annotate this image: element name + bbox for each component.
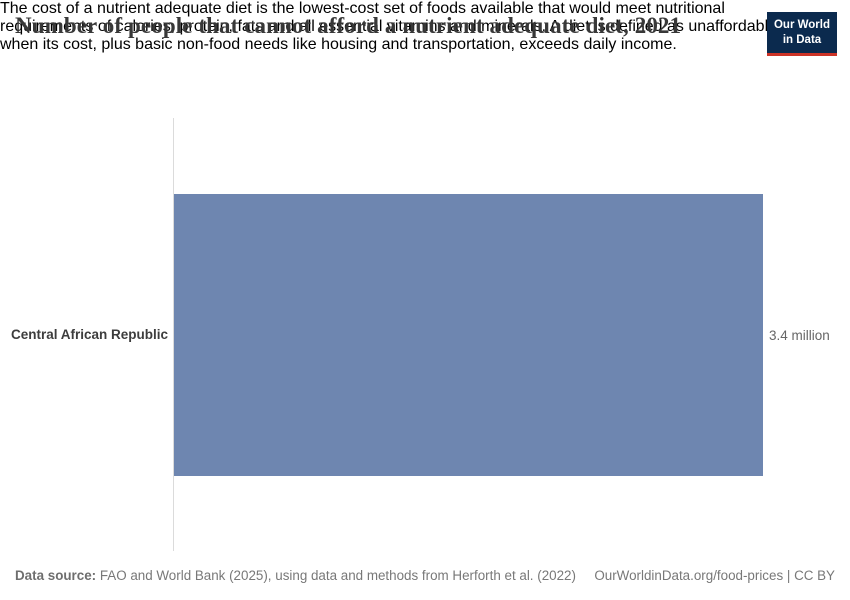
owid-logo-line1: Our World xyxy=(773,19,830,31)
y-axis-line xyxy=(173,118,174,551)
data-source-note: Data source: FAO and World Bank (2025), … xyxy=(15,568,576,583)
chart-subtitle-line: requirements of calories, protein, fats … xyxy=(0,18,778,35)
data-source-label: Data source: xyxy=(15,568,97,583)
chart-subtitle-line: when its cost, plus basic non-food needs… xyxy=(0,36,677,53)
owid-logo: Our World in Data xyxy=(767,12,837,57)
chart-subtitle-line: The cost of a nutrient adequate diet is … xyxy=(0,0,725,17)
bar-central-african-republic[interactable] xyxy=(174,194,763,476)
data-source-text[interactable]: FAO and World Bank (2025), using data an… xyxy=(96,568,576,583)
chart-title: Number of people that cannot afford a nu… xyxy=(15,13,682,38)
bar-value-label: 3.4 million xyxy=(769,328,830,343)
footer-license-link[interactable]: OurWorldinData.org/food-prices | CC BY xyxy=(594,568,835,583)
owid-logo-line2: in Data xyxy=(782,34,822,47)
chart-footer: Data source: FAO and World Bank (2025), … xyxy=(15,568,835,583)
entity-label-central-african-republic: Central African Republic xyxy=(10,327,168,342)
